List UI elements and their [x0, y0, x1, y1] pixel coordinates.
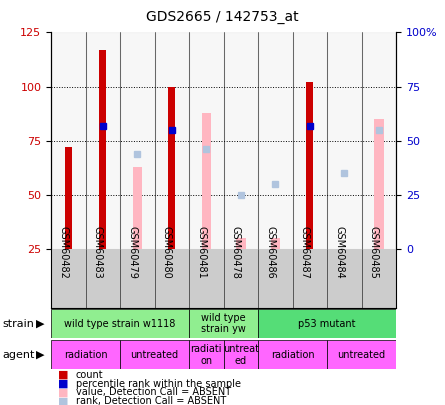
- Bar: [169, 87, 175, 249]
- Text: radiati
on: radiati on: [190, 344, 222, 366]
- Text: p53 mutant: p53 mutant: [298, 319, 356, 328]
- Text: strain: strain: [2, 319, 34, 328]
- Bar: [271, 238, 280, 249]
- Bar: [120, 340, 189, 369]
- Bar: [258, 32, 293, 249]
- Bar: [189, 340, 224, 369]
- Text: radiation: radiation: [64, 350, 108, 360]
- Bar: [224, 32, 258, 249]
- Bar: [133, 167, 142, 249]
- Text: ■: ■: [58, 396, 69, 405]
- Bar: [258, 340, 327, 369]
- Bar: [155, 32, 189, 249]
- Bar: [189, 32, 224, 249]
- Text: GSM60485: GSM60485: [369, 226, 379, 279]
- Text: value, Detection Call = ABSENT: value, Detection Call = ABSENT: [76, 388, 231, 397]
- Text: untreated: untreated: [337, 350, 386, 360]
- Text: GDS2665 / 142753_at: GDS2665 / 142753_at: [146, 10, 299, 24]
- Bar: [374, 119, 384, 249]
- Text: GSM60484: GSM60484: [334, 226, 344, 278]
- Text: percentile rank within the sample: percentile rank within the sample: [76, 379, 241, 388]
- Bar: [120, 32, 155, 249]
- Bar: [100, 50, 106, 249]
- Bar: [224, 340, 258, 369]
- Text: untreated: untreated: [130, 350, 179, 360]
- Bar: [51, 32, 86, 249]
- Text: ■: ■: [58, 379, 69, 388]
- Text: GSM60480: GSM60480: [162, 226, 172, 278]
- Text: wild type strain w1118: wild type strain w1118: [65, 319, 176, 328]
- Text: count: count: [76, 370, 103, 379]
- Text: GSM60487: GSM60487: [300, 226, 310, 279]
- Bar: [327, 340, 396, 369]
- Text: GSM60481: GSM60481: [196, 226, 206, 278]
- Bar: [65, 147, 72, 249]
- Bar: [86, 32, 120, 249]
- Bar: [236, 238, 246, 249]
- Text: GSM60482: GSM60482: [58, 226, 69, 279]
- Text: untreat
ed: untreat ed: [223, 344, 259, 366]
- Bar: [258, 309, 396, 338]
- Bar: [51, 340, 120, 369]
- Text: agent: agent: [2, 350, 35, 360]
- Bar: [362, 32, 396, 249]
- Bar: [327, 32, 362, 249]
- Bar: [189, 309, 258, 338]
- Bar: [202, 113, 211, 249]
- Text: ▶: ▶: [36, 350, 44, 360]
- Text: GSM60483: GSM60483: [93, 226, 103, 278]
- Bar: [293, 32, 327, 249]
- Text: ■: ■: [58, 388, 69, 397]
- Text: GSM60479: GSM60479: [127, 226, 138, 279]
- Bar: [307, 82, 313, 249]
- Text: ▶: ▶: [36, 319, 44, 328]
- Bar: [51, 309, 189, 338]
- Text: GSM60478: GSM60478: [231, 226, 241, 279]
- Text: wild type
strain yw: wild type strain yw: [201, 313, 246, 335]
- Text: GSM60486: GSM60486: [265, 226, 275, 278]
- Text: radiation: radiation: [271, 350, 315, 360]
- Text: ■: ■: [58, 370, 69, 379]
- Text: rank, Detection Call = ABSENT: rank, Detection Call = ABSENT: [76, 396, 226, 405]
